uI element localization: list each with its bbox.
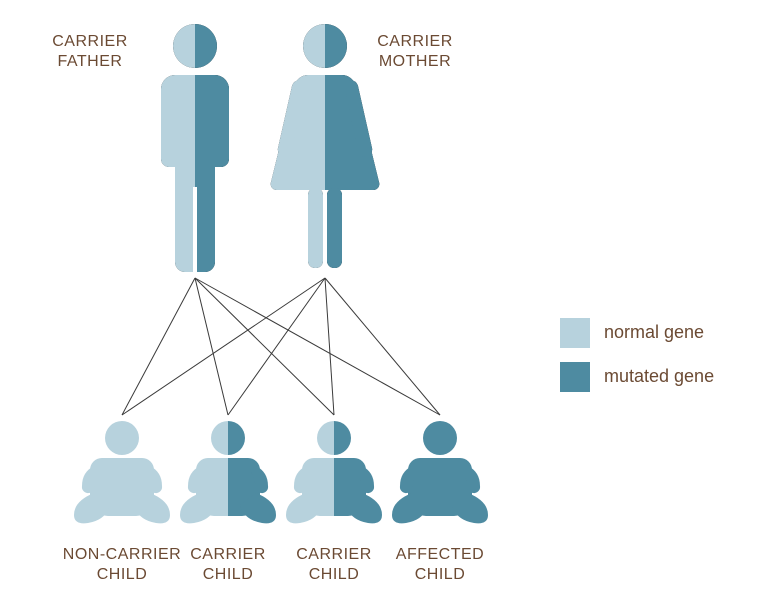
inheritance-lines bbox=[0, 0, 520, 430]
legend-normal-swatch bbox=[560, 318, 590, 348]
child3-label-l1: AFFECTED bbox=[396, 546, 484, 563]
child0-label: NON-CARRIER CHILD bbox=[62, 545, 182, 585]
child3-label-l2: CHILD bbox=[415, 566, 466, 583]
child0-label-l1: NON-CARRIER bbox=[63, 546, 181, 563]
child-non-carrier-icon bbox=[72, 418, 172, 528]
child2-label: CARRIER CHILD bbox=[284, 545, 384, 585]
child1-label-l1: CARRIER bbox=[190, 546, 266, 563]
legend-mutated-label: mutated gene bbox=[604, 366, 714, 388]
child-affected-icon bbox=[390, 418, 490, 528]
child1-label-l2: CHILD bbox=[203, 566, 254, 583]
child-carrier1-icon bbox=[178, 418, 278, 528]
legend-normal-label: normal gene bbox=[604, 322, 704, 344]
child2-label-l1: CARRIER bbox=[296, 546, 372, 563]
legend-mutated-swatch bbox=[560, 362, 590, 392]
legend: normal gene mutated gene bbox=[560, 318, 714, 392]
child0-label-l2: CHILD bbox=[97, 566, 148, 583]
child1-label: CARRIER CHILD bbox=[178, 545, 278, 585]
child-carrier2-icon bbox=[284, 418, 384, 528]
child2-label-l2: CHILD bbox=[309, 566, 360, 583]
child3-label: AFFECTED CHILD bbox=[390, 545, 490, 585]
